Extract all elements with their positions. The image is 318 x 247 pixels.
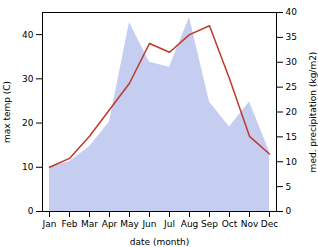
svg-text:Jul: Jul — [163, 219, 175, 229]
svg-text:35: 35 — [286, 32, 297, 42]
svg-text:Feb: Feb — [62, 219, 78, 229]
svg-text:Jun: Jun — [141, 219, 156, 229]
svg-text:Jan: Jan — [42, 219, 57, 229]
svg-text:Nov: Nov — [241, 219, 259, 229]
svg-text:Apr: Apr — [102, 219, 118, 229]
svg-text:10: 10 — [22, 162, 34, 172]
svg-text:30: 30 — [22, 74, 34, 84]
svg-text:Aug: Aug — [181, 219, 199, 229]
svg-text:May: May — [120, 219, 139, 229]
svg-text:Oct: Oct — [222, 219, 238, 229]
svg-text:Dec: Dec — [261, 219, 278, 229]
svg-text:0: 0 — [28, 206, 34, 216]
svg-text:20: 20 — [286, 107, 298, 117]
svg-text:date (month): date (month) — [130, 237, 189, 247]
svg-text:40: 40 — [286, 7, 298, 17]
svg-text:Mar: Mar — [81, 219, 98, 229]
svg-text:5: 5 — [286, 182, 292, 192]
svg-text:med. precipitation (kg/m2): med. precipitation (kg/m2) — [308, 52, 318, 173]
svg-text:10: 10 — [286, 157, 298, 167]
svg-text:0: 0 — [286, 206, 292, 216]
svg-text:25: 25 — [286, 82, 297, 92]
svg-text:Sep: Sep — [201, 219, 218, 229]
svg-text:40: 40 — [22, 29, 34, 39]
svg-text:30: 30 — [286, 57, 298, 67]
svg-text:15: 15 — [286, 132, 297, 142]
svg-text:max temp (C): max temp (C) — [2, 81, 12, 143]
svg-text:20: 20 — [22, 118, 34, 128]
